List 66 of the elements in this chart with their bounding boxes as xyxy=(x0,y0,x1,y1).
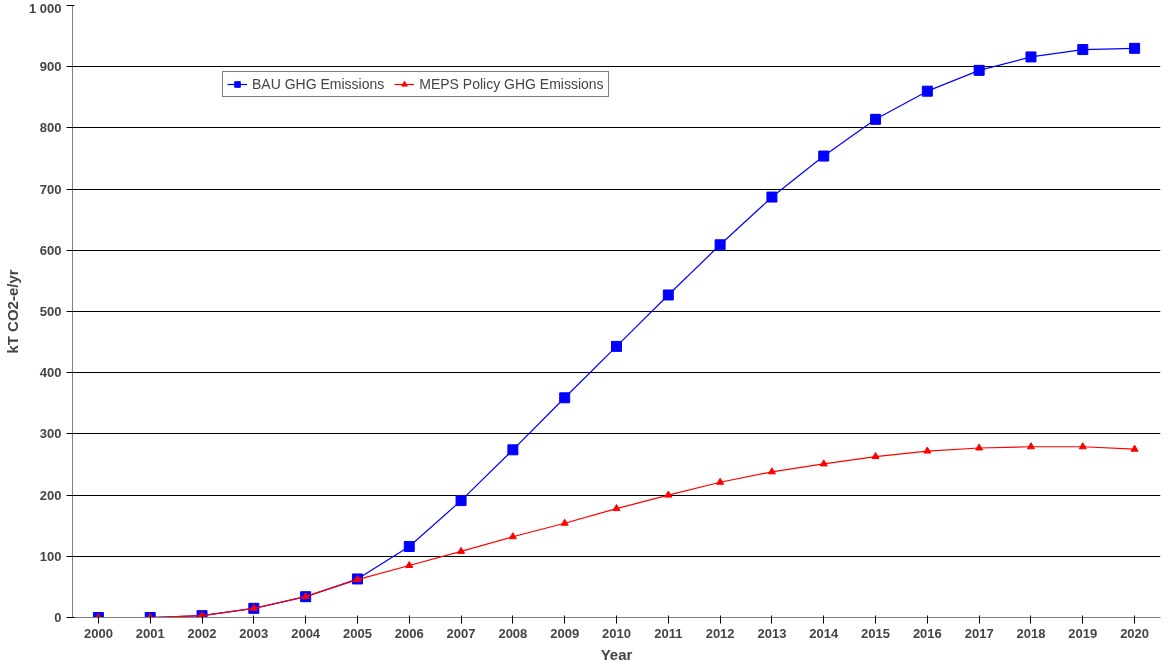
y-tick-label: 900 xyxy=(39,59,62,75)
point xyxy=(457,546,466,554)
y-tick-label: 800 xyxy=(39,120,62,136)
point xyxy=(662,289,674,301)
x-tick-label: 2012 xyxy=(705,625,735,641)
point xyxy=(405,560,414,568)
x-tick-label: 2007 xyxy=(446,625,476,641)
x-tick-label: 2013 xyxy=(757,625,787,641)
legend-label: MEPS Policy GHG Emissions xyxy=(419,76,604,92)
point xyxy=(819,459,828,467)
x-tick-label: 2004 xyxy=(291,625,321,641)
point xyxy=(1130,444,1139,452)
y-tick-label: 0 xyxy=(54,610,62,625)
x-tick-label: 2019 xyxy=(1068,625,1098,641)
x-tick-label: 2006 xyxy=(394,625,424,641)
point xyxy=(508,532,517,540)
point xyxy=(612,504,621,512)
x-tick-label: 2009 xyxy=(550,625,580,641)
legend-label: BAU GHG Emissions xyxy=(252,76,385,92)
x-tick-label: 2018 xyxy=(1016,625,1046,641)
point xyxy=(921,85,933,97)
point xyxy=(766,191,778,203)
point xyxy=(507,444,519,456)
y-tick-label: 1 000 xyxy=(28,0,62,16)
point xyxy=(1026,442,1035,450)
y-tick-label: 600 xyxy=(39,242,62,258)
point xyxy=(1025,51,1037,63)
x-tick-label: 2015 xyxy=(861,625,891,641)
y-tick-label: 100 xyxy=(39,548,62,564)
point xyxy=(455,495,467,507)
y-tick-label: 400 xyxy=(39,365,62,381)
point xyxy=(611,340,622,352)
point xyxy=(767,467,776,475)
y-tick-label: 300 xyxy=(39,426,62,442)
point xyxy=(716,477,725,485)
x-tick-label: 2010 xyxy=(602,625,631,641)
x-tick-label: 2014 xyxy=(809,625,839,641)
x-tick-label: 2017 xyxy=(964,625,994,641)
point xyxy=(870,113,882,125)
point xyxy=(1078,442,1087,450)
point xyxy=(714,239,726,251)
point xyxy=(559,392,571,404)
point xyxy=(871,452,880,460)
point xyxy=(1077,44,1089,56)
point xyxy=(403,541,415,553)
y-tick-label: 500 xyxy=(39,304,62,319)
point xyxy=(923,446,932,454)
x-tick-label: 2011 xyxy=(654,625,683,641)
x-axis-title: Year xyxy=(600,645,633,663)
point xyxy=(975,443,984,451)
y-axis-title: kT CO2-e/yr xyxy=(3,269,21,354)
x-tick-label: 2003 xyxy=(239,625,269,641)
x-tick-label: 2020 xyxy=(1120,625,1150,641)
y-tick-label: 200 xyxy=(39,487,62,503)
point xyxy=(973,64,985,76)
x-tick-label: 2000 xyxy=(83,625,113,641)
point xyxy=(818,150,830,162)
y-tick-label: 700 xyxy=(39,181,62,197)
x-tick-label: 2008 xyxy=(498,625,528,641)
point xyxy=(664,490,673,498)
x-tick-label: 2001 xyxy=(135,625,165,641)
x-tick-label: 2002 xyxy=(187,625,217,641)
x-tick-label: 2016 xyxy=(912,625,942,641)
x-tick-label: 2005 xyxy=(342,625,372,641)
point xyxy=(1129,42,1141,54)
point xyxy=(560,518,569,526)
